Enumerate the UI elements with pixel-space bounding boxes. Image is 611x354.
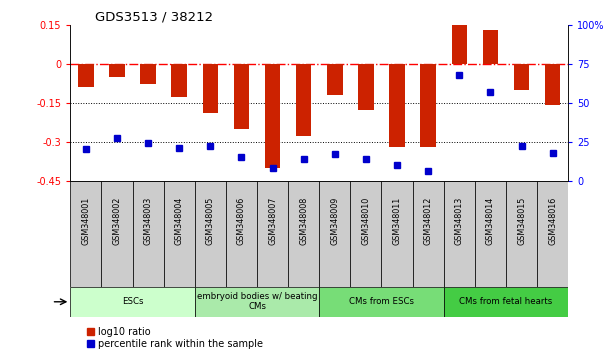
Bar — [420, 64, 436, 147]
Bar — [133, 181, 164, 287]
Bar — [233, 64, 249, 129]
Text: GSM348004: GSM348004 — [175, 196, 184, 245]
Legend: log10 ratio, percentile rank within the sample: log10 ratio, percentile rank within the … — [87, 327, 263, 349]
Bar — [389, 64, 405, 147]
Text: GDS3513 / 38212: GDS3513 / 38212 — [95, 11, 213, 24]
Bar — [70, 181, 101, 287]
Bar — [172, 64, 187, 97]
Text: GSM348012: GSM348012 — [423, 196, 433, 245]
Text: GSM348009: GSM348009 — [331, 196, 339, 245]
Bar — [288, 181, 320, 287]
Text: GSM348010: GSM348010 — [362, 196, 370, 245]
Bar — [545, 64, 560, 105]
Text: GSM348011: GSM348011 — [392, 196, 401, 245]
Text: CMs from fetal hearts: CMs from fetal hearts — [459, 297, 552, 306]
Bar — [226, 181, 257, 287]
Text: GSM348013: GSM348013 — [455, 196, 464, 245]
Bar — [381, 181, 412, 287]
Bar — [452, 25, 467, 64]
Bar — [195, 181, 226, 287]
Bar — [327, 64, 343, 95]
Text: GSM348016: GSM348016 — [548, 196, 557, 245]
Bar — [475, 181, 506, 287]
Bar — [202, 64, 218, 113]
Bar — [483, 30, 498, 64]
Bar — [412, 181, 444, 287]
Text: GSM348001: GSM348001 — [81, 196, 90, 245]
Bar — [296, 64, 312, 136]
Bar — [195, 287, 320, 317]
Bar — [78, 64, 93, 87]
Text: GSM348002: GSM348002 — [112, 196, 122, 245]
Text: ESCs: ESCs — [122, 297, 143, 306]
Text: GSM348014: GSM348014 — [486, 196, 495, 245]
Bar — [164, 181, 195, 287]
Bar — [444, 181, 475, 287]
Bar — [514, 64, 529, 90]
Text: GSM348008: GSM348008 — [299, 196, 308, 245]
Text: GSM348005: GSM348005 — [206, 196, 215, 245]
Text: GSM348006: GSM348006 — [237, 196, 246, 245]
Text: GSM348015: GSM348015 — [517, 196, 526, 245]
Bar — [70, 287, 195, 317]
Bar — [257, 181, 288, 287]
Text: GSM348007: GSM348007 — [268, 196, 277, 245]
Text: CMs from ESCs: CMs from ESCs — [349, 297, 414, 306]
Bar — [320, 181, 350, 287]
Bar — [265, 64, 280, 167]
Bar — [109, 64, 125, 77]
Bar — [101, 181, 133, 287]
Text: embryoid bodies w/ beating
CMs: embryoid bodies w/ beating CMs — [197, 292, 317, 312]
Bar — [320, 287, 444, 317]
Bar — [358, 64, 374, 110]
Bar — [141, 64, 156, 85]
Bar — [537, 181, 568, 287]
Bar — [444, 287, 568, 317]
Bar — [506, 181, 537, 287]
Text: GSM348003: GSM348003 — [144, 196, 153, 245]
Bar — [350, 181, 381, 287]
